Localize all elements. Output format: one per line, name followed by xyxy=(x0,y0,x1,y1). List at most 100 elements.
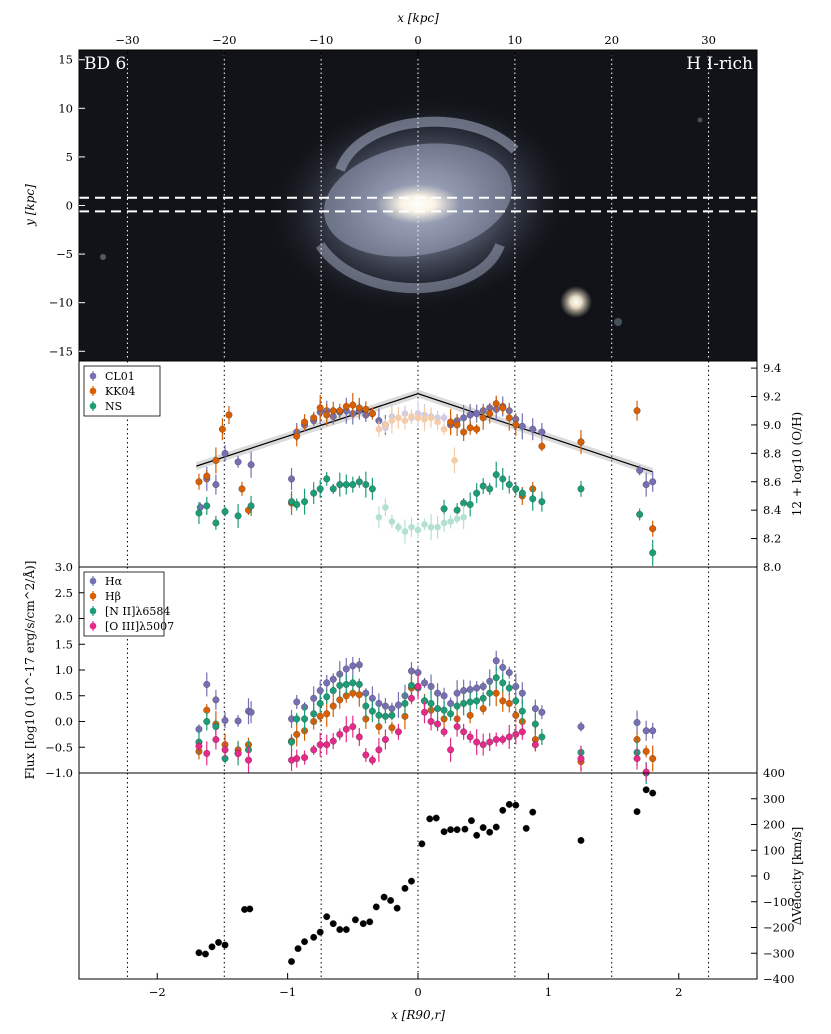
legend-marker xyxy=(89,592,97,600)
data-point xyxy=(355,478,363,486)
data-point xyxy=(355,404,363,412)
faint-source xyxy=(100,254,106,260)
data-point xyxy=(577,438,585,446)
data-point xyxy=(212,723,220,731)
data-point xyxy=(453,506,461,514)
data-point xyxy=(388,417,396,424)
data-point xyxy=(221,746,229,754)
series-[O III]λ5007 xyxy=(195,673,650,781)
data-point xyxy=(394,701,402,709)
data-point xyxy=(505,669,513,677)
data-point xyxy=(316,700,324,707)
data-point xyxy=(466,711,474,719)
data-point xyxy=(351,916,359,924)
data-point xyxy=(505,481,513,489)
data-point xyxy=(316,712,324,720)
data-point xyxy=(642,481,650,489)
data-point xyxy=(401,700,409,707)
data-point xyxy=(432,814,440,822)
data-point xyxy=(293,730,301,738)
data-point xyxy=(538,428,546,436)
y-tick-label: 0.5 xyxy=(55,689,73,703)
top-x-tick-label: 10 xyxy=(508,33,523,47)
data-point xyxy=(225,411,233,419)
top-x-tick-label: 0 xyxy=(414,33,421,47)
data-point xyxy=(538,498,546,506)
data-point xyxy=(381,702,389,710)
y-tick-label: 9.4 xyxy=(763,361,781,375)
image-y-tick-label: −5 xyxy=(56,247,73,261)
data-point xyxy=(221,508,229,516)
data-point xyxy=(316,741,324,749)
data-point xyxy=(342,481,350,489)
data-point xyxy=(247,708,255,716)
galaxy-image xyxy=(100,98,703,326)
data-point xyxy=(336,407,344,415)
data-point xyxy=(293,501,301,508)
image-y-tick-label: 15 xyxy=(58,53,73,67)
data-point xyxy=(368,707,376,715)
data-point xyxy=(486,485,494,493)
data-point xyxy=(499,475,507,483)
data-point xyxy=(505,700,513,707)
data-point xyxy=(323,411,331,419)
data-point xyxy=(408,413,415,420)
data-point xyxy=(479,705,487,713)
data-point xyxy=(221,449,229,457)
data-point xyxy=(453,515,461,522)
data-point xyxy=(362,702,370,710)
y-tick-label: 0 xyxy=(763,869,770,883)
data-point xyxy=(247,502,255,510)
data-point xyxy=(203,502,211,510)
data-point xyxy=(512,683,520,690)
data-point xyxy=(195,509,203,517)
data-point xyxy=(362,481,370,489)
data-point xyxy=(538,708,546,716)
data-point xyxy=(394,728,402,736)
y-tick-label: 8.4 xyxy=(763,503,781,517)
data-point xyxy=(414,526,422,534)
data-point xyxy=(486,410,494,418)
data-point xyxy=(466,501,474,508)
data-point xyxy=(479,482,487,490)
data-point xyxy=(408,682,415,689)
data-point xyxy=(301,498,309,506)
y-tick-label: 100 xyxy=(763,843,785,857)
data-point xyxy=(329,702,337,710)
data-point xyxy=(203,472,211,480)
y-tick-label: 9.2 xyxy=(763,390,781,404)
y-tick-label: 1.0 xyxy=(55,663,73,677)
flux-panel: −1.0 −0.5 0.0 0.5 1.0 1.5 2.0 2.5 3.0 Flux [log1… xyxy=(22,560,758,784)
data-point xyxy=(301,938,309,946)
data-point xyxy=(342,680,350,688)
image-y-axis-title: y [kpc] xyxy=(23,184,37,227)
data-point xyxy=(329,737,337,745)
data-point xyxy=(440,414,448,422)
legend-label: [N II]λ6584 xyxy=(105,605,170,618)
data-point xyxy=(633,755,641,763)
data-point xyxy=(642,786,650,794)
top-x-tick-label: 30 xyxy=(701,33,716,47)
data-point xyxy=(512,421,520,429)
data-point xyxy=(427,700,435,707)
data-point xyxy=(323,679,331,687)
flux-points xyxy=(195,650,657,784)
data-point xyxy=(453,723,461,731)
data-point xyxy=(310,489,318,497)
data-point xyxy=(453,702,461,710)
y-tick-label: 200 xyxy=(763,818,785,832)
data-point xyxy=(212,481,220,489)
data-point xyxy=(388,518,396,525)
legend-marker xyxy=(89,577,97,585)
data-point xyxy=(421,679,428,687)
data-point xyxy=(395,523,402,531)
data-point xyxy=(310,414,318,422)
data-point xyxy=(479,694,487,702)
data-point xyxy=(447,710,455,718)
data-point xyxy=(382,421,389,429)
data-point xyxy=(518,707,526,715)
image-panel: BD 6 H I-rich −30 −20 −10 0 10 20 30 −15 −10 −5 0 5… xyxy=(23,11,758,362)
data-point xyxy=(466,411,474,419)
data-point xyxy=(486,828,494,836)
